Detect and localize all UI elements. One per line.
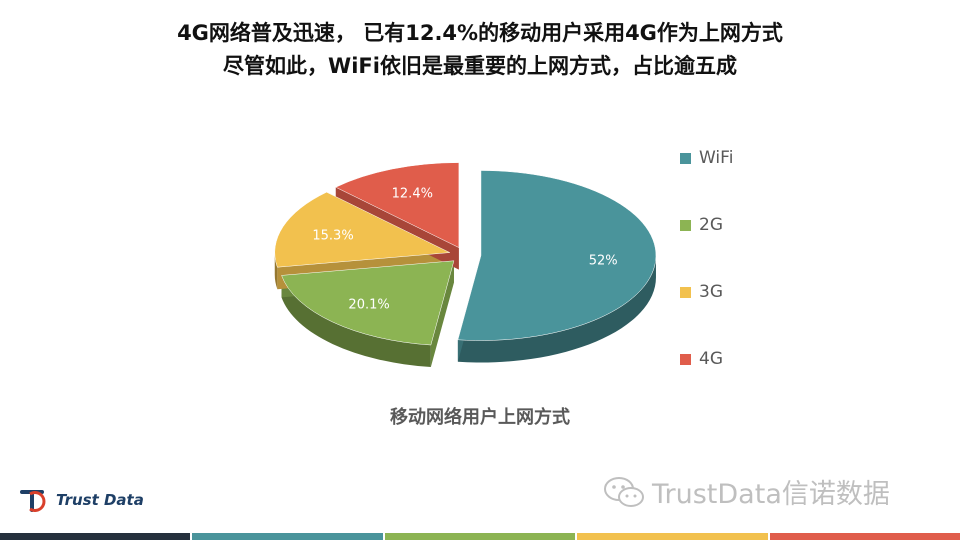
legend-swatch-3g <box>680 286 691 298</box>
legend-swatch-wifi <box>680 152 691 164</box>
slide-title-line-1: 4G网络普及迅速， 已有12.4%的移动用户采用4G作为上网方式 <box>177 21 783 45</box>
bottom-bar-segment-4 <box>577 533 768 540</box>
legend-item-3g: 3G <box>680 282 733 302</box>
trust-data-logo-icon <box>20 490 46 512</box>
bottom-color-bar <box>0 533 960 540</box>
chart-caption: 移动网络用户上网方式 <box>390 407 570 428</box>
legend-item-wifi: WiFi <box>680 148 733 168</box>
legend-label-3g: 3G <box>699 282 723 302</box>
legend-item-4g: 4G <box>680 349 733 369</box>
watermark-text: TrustData信诺数据 <box>652 479 890 510</box>
pie-label-wifi: 52% <box>589 253 618 268</box>
pie-label-2g: 20.1% <box>348 298 389 313</box>
pie-side-wifi <box>457 255 656 363</box>
chart-legend: WiFi 2G 3G 4G <box>680 148 733 369</box>
pie-edge-2g <box>430 260 454 368</box>
wechat-icon <box>604 476 644 507</box>
pie-label-3g: 15.3% <box>312 229 353 244</box>
pie-slice-2g <box>281 260 455 346</box>
legend-label-2g: 2G <box>699 215 723 235</box>
slide-title-line-2: 尽管如此，WiFi依旧是最重要的上网方式，占比逾五成 <box>223 54 737 78</box>
brand-logo: Trust Data <box>20 488 144 512</box>
pie-slice-3g <box>274 191 451 268</box>
pie-label-4g: 12.4% <box>392 187 433 202</box>
legend-swatch-2g <box>680 219 691 231</box>
legend-item-2g: 2G <box>680 215 733 235</box>
pie-slice-wifi <box>457 170 657 341</box>
pie-side-3g <box>274 252 278 290</box>
legend-label-wifi: WiFi <box>699 148 734 168</box>
bottom-bar-segment-1 <box>0 533 191 540</box>
brand-name: Trust Data <box>56 491 144 509</box>
bottom-bar-segment-2 <box>192 533 383 540</box>
bottom-bar-segment-3 <box>384 533 576 540</box>
pie-side-2g <box>281 275 431 368</box>
legend-swatch-4g <box>680 353 691 365</box>
watermark: TrustData信诺数据 <box>602 472 890 511</box>
pie-slice-4g <box>335 162 460 249</box>
bottom-bar-segment-5 <box>769 533 960 540</box>
legend-label-4g: 4G <box>699 349 723 369</box>
